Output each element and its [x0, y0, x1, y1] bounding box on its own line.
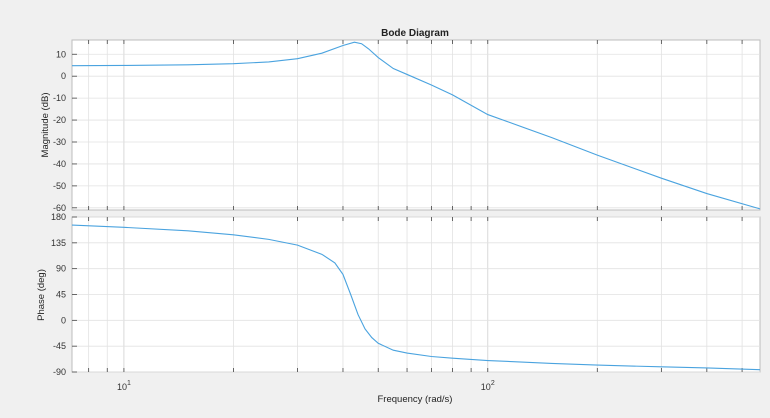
phase-y-tick-label: 0	[61, 315, 66, 325]
phase-axis-label: Phase (deg)	[36, 269, 47, 321]
magnitude-y-tick-label: -20	[53, 115, 66, 125]
magnitude-y-tick-label: -30	[53, 137, 66, 147]
phase-y-ticks: 180 135 90 45 0 -45 -90	[51, 212, 743, 377]
phase-series-line	[71, 224, 761, 371]
phase-grid	[72, 216, 760, 373]
frequency-x-tick-label: 102	[481, 380, 495, 392]
x-tick-exponent: 2	[491, 380, 495, 387]
magnitude-y-tick-label: -50	[53, 181, 66, 191]
phase-y-tick-label: 180	[51, 212, 66, 222]
magnitude-y-tick-label: -60	[53, 203, 66, 213]
magnitude-plot-area	[71, 39, 761, 211]
x-tick-base: 10	[481, 382, 491, 392]
magnitude-y-tick-label: -40	[53, 159, 66, 169]
magnitude-y-tick-label: 10	[56, 49, 66, 59]
phase-y-tick-label: 135	[51, 238, 66, 248]
x-tick-exponent: 1	[127, 380, 131, 387]
x-tick-base: 10	[117, 382, 127, 392]
magnitude-y-tick-label: -10	[53, 93, 66, 103]
phase-y-tick-label: -90	[53, 367, 66, 377]
frequency-axis-label: Frequency (rad/s)	[378, 394, 453, 405]
magnitude-axes[interactable]: 10 0 -10 -20 -30 -40 -50 -60	[53, 39, 761, 213]
chart-title: Bode Diagram	[381, 28, 449, 39]
magnitude-y-tick-label: 0	[61, 71, 66, 81]
magnitude-axis-label: Magnitude (dB)	[40, 93, 51, 158]
magnitude-series-line	[71, 41, 761, 210]
magnitude-grid	[72, 40, 760, 210]
phase-y-tick-label: 45	[56, 290, 66, 300]
frequency-x-ticks: 101 102	[117, 380, 495, 392]
phase-y-tick-label: 90	[56, 264, 66, 274]
frequency-x-tick-label: 101	[117, 380, 131, 392]
magnitude-y-ticks: 10 0 -10 -20 -30 -40 -50 -60	[53, 40, 743, 213]
phase-y-tick-label: -45	[53, 341, 66, 351]
phase-axes[interactable]: 180 135 90 45 0 -45 -90	[51, 212, 761, 377]
